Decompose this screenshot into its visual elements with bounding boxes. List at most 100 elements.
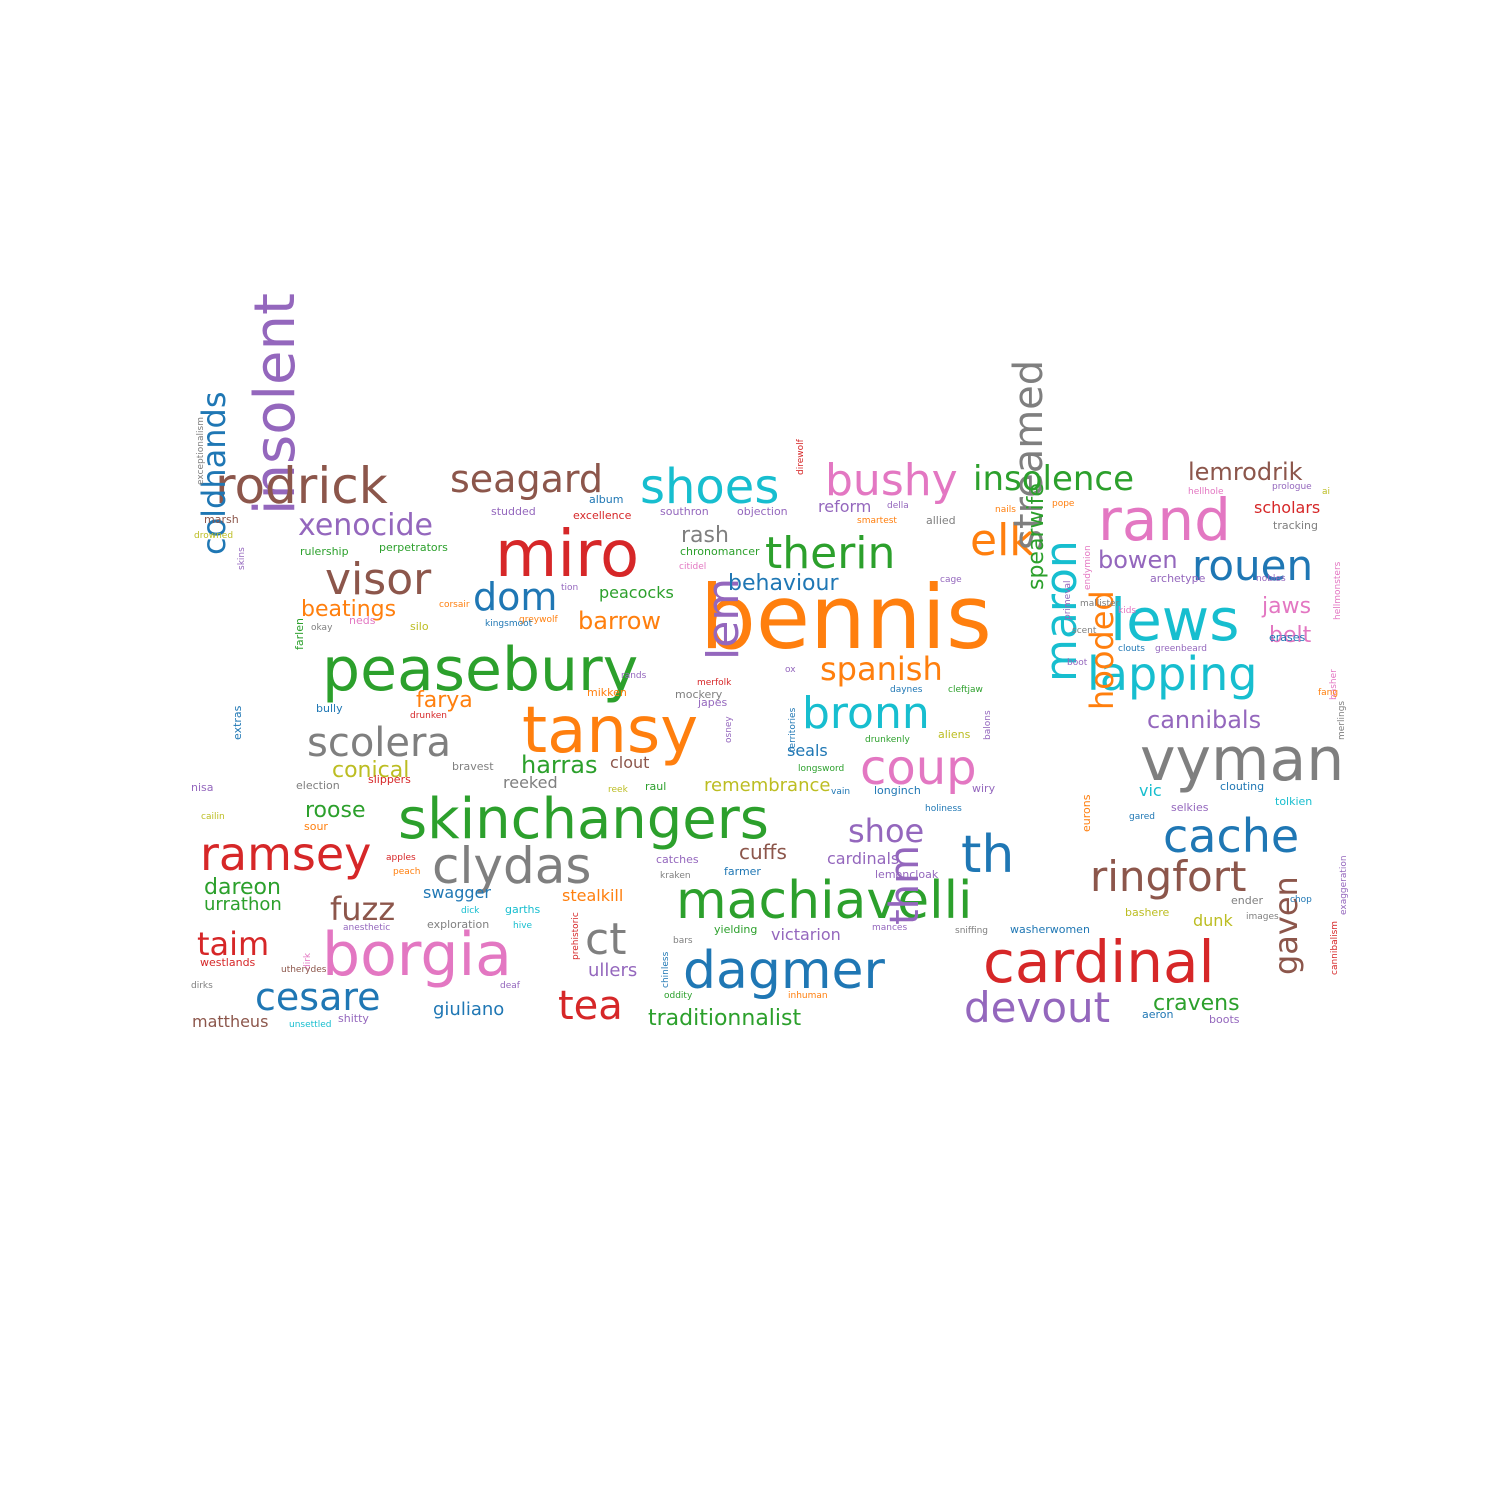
- cloud-word: citidel: [679, 562, 706, 572]
- cloud-word: ramsey: [200, 827, 371, 881]
- cloud-word: clouts: [1118, 644, 1145, 654]
- cloud-word: archetype: [1150, 572, 1206, 585]
- cloud-word: cesare: [255, 975, 381, 1019]
- cloud-word: rodrick: [215, 457, 388, 515]
- cloud-word: excellence: [573, 509, 632, 522]
- cloud-word: spanish: [820, 650, 943, 688]
- cloud-word: insolent: [243, 293, 308, 515]
- cloud-word: cleftjaw: [948, 685, 983, 695]
- cloud-word: japes: [697, 696, 728, 709]
- cloud-word: insolence: [973, 459, 1134, 499]
- cloud-word: erases: [1269, 631, 1306, 644]
- cloud-word: aliens: [938, 728, 971, 741]
- cloud-word: taim: [197, 925, 269, 963]
- cloud-word: nisa: [191, 781, 214, 794]
- cloud-word: mances: [872, 923, 907, 933]
- cloud-word: lemrodrik: [1188, 458, 1303, 486]
- cloud-word: unsettled: [289, 1020, 331, 1030]
- cloud-word: yielding: [714, 923, 757, 936]
- cloud-word: scent: [1072, 626, 1097, 636]
- cloud-word: longinch: [874, 784, 921, 797]
- cloud-word: shoes: [640, 459, 779, 515]
- cloud-word: mallister: [1080, 599, 1120, 609]
- cloud-word: thm: [882, 845, 928, 925]
- cloud-word: therin: [765, 528, 895, 579]
- cloud-word: garths: [505, 903, 541, 916]
- cloud-word: mikken: [587, 686, 627, 699]
- cloud-word: anesthetic: [343, 923, 390, 933]
- cloud-word: ender: [1231, 894, 1263, 907]
- cloud-word: cardinal: [983, 928, 1215, 996]
- cloud-word: ox: [785, 665, 796, 675]
- cloud-word: bully: [316, 702, 343, 715]
- cloud-word: basher: [1329, 669, 1339, 700]
- cloud-word: borgia: [322, 920, 512, 990]
- cloud-word: rulership: [300, 545, 349, 558]
- cloud-word: album: [589, 493, 623, 506]
- cloud-word: cannibalism: [1330, 921, 1340, 975]
- cloud-word: nobles: [1256, 574, 1286, 584]
- cloud-word: urrathon: [204, 894, 282, 915]
- cloud-word: daynes: [890, 685, 923, 695]
- cloud-word: chop: [1290, 895, 1312, 905]
- cloud-word: dareon: [204, 875, 281, 900]
- cloud-word: gaven: [1267, 876, 1305, 975]
- cloud-word: boot: [1067, 658, 1088, 668]
- cloud-word: utherydes: [281, 965, 327, 975]
- cloud-word: westlands: [200, 956, 256, 969]
- cloud-word: ullers: [588, 960, 637, 981]
- cloud-word: beatings: [301, 597, 396, 622]
- cloud-word: shoe: [848, 812, 924, 850]
- cloud-word: bravest: [452, 760, 494, 773]
- cloud-word: exceptionalism: [196, 417, 206, 485]
- cloud-word: allied: [926, 514, 956, 527]
- cloud-word: mattheus: [192, 1012, 268, 1031]
- cloud-word: kraken: [660, 871, 691, 881]
- cloud-word: extras: [231, 705, 244, 740]
- cloud-word: cardinals: [827, 849, 899, 868]
- cloud-word: stealkill: [562, 886, 623, 905]
- cloud-word: lem: [698, 578, 749, 660]
- cloud-word: clouting: [1220, 780, 1264, 793]
- cloud-word: tolkien: [1275, 795, 1312, 808]
- cloud-word: seals: [787, 741, 828, 760]
- cloud-word: victarion: [771, 925, 841, 944]
- cloud-word: prehistoric: [571, 912, 581, 960]
- cloud-word: ai: [1322, 487, 1330, 497]
- cloud-word: lemoncloak: [875, 868, 939, 881]
- cloud-word: rash: [681, 523, 729, 548]
- cloud-word: raul: [645, 780, 666, 793]
- cloud-word: election: [296, 779, 340, 792]
- cloud-word: peach: [393, 867, 420, 877]
- cloud-word: jaws: [1261, 594, 1311, 619]
- cloud-word: vic: [1139, 781, 1162, 800]
- cloud-word: scolera: [307, 720, 451, 766]
- cloud-word: ct: [585, 914, 626, 965]
- cloud-word: belt: [1269, 623, 1312, 648]
- cloud-word: dagmer: [683, 941, 886, 1001]
- cloud-word: balons: [983, 710, 993, 740]
- cloud-word: tansy: [522, 694, 698, 768]
- cloud-word: selkies: [1171, 801, 1209, 814]
- cloud-word: holiness: [925, 804, 962, 814]
- cloud-word: endymion: [1083, 545, 1093, 590]
- cloud-word: roose: [305, 798, 365, 823]
- cloud-word: clydas: [432, 837, 591, 895]
- cloud-word: coup: [860, 740, 977, 796]
- cloud-word: rands: [621, 671, 647, 681]
- cloud-word: reek: [608, 785, 629, 795]
- cloud-word: osney: [724, 716, 734, 743]
- cloud-word: deaf: [500, 981, 521, 991]
- cloud-word: vain: [831, 787, 850, 797]
- cloud-word: inhuman: [788, 991, 828, 1001]
- cloud-word: hellmonsters: [1333, 561, 1343, 620]
- cloud-word: apples: [386, 853, 416, 863]
- cloud-word: clout: [610, 753, 649, 772]
- cloud-word: elk: [970, 515, 1035, 566]
- cloud-word: objection: [737, 505, 788, 518]
- cloud-word: maron: [1036, 540, 1087, 682]
- cloud-word: direwolf: [796, 438, 806, 475]
- cloud-word: bushy: [825, 455, 958, 506]
- cloud-word: miro: [495, 518, 639, 592]
- cloud-word: greywolf: [519, 615, 558, 625]
